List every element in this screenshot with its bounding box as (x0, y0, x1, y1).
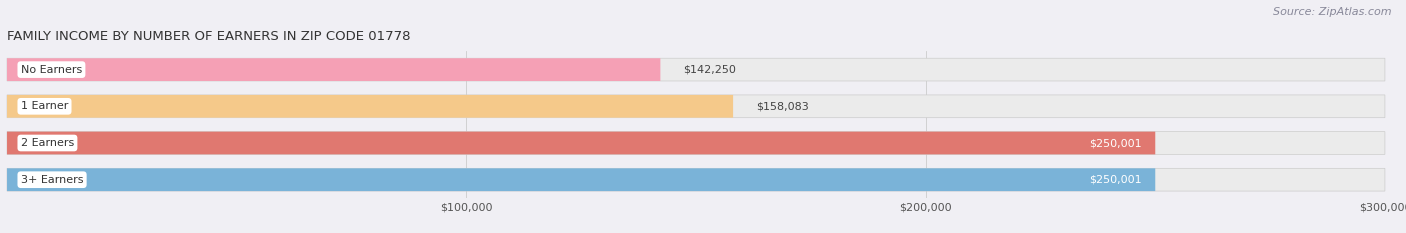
FancyBboxPatch shape (7, 95, 1385, 118)
Text: 2 Earners: 2 Earners (21, 138, 75, 148)
Text: $142,250: $142,250 (683, 65, 737, 75)
Text: No Earners: No Earners (21, 65, 82, 75)
Text: Source: ZipAtlas.com: Source: ZipAtlas.com (1274, 7, 1392, 17)
FancyBboxPatch shape (7, 168, 1385, 191)
FancyBboxPatch shape (7, 168, 1156, 191)
Text: 1 Earner: 1 Earner (21, 101, 67, 111)
Text: 3+ Earners: 3+ Earners (21, 175, 83, 185)
Text: $250,001: $250,001 (1088, 175, 1142, 185)
FancyBboxPatch shape (7, 132, 1385, 154)
Text: FAMILY INCOME BY NUMBER OF EARNERS IN ZIP CODE 01778: FAMILY INCOME BY NUMBER OF EARNERS IN ZI… (7, 30, 411, 43)
FancyBboxPatch shape (7, 58, 661, 81)
Text: $250,001: $250,001 (1088, 138, 1142, 148)
FancyBboxPatch shape (7, 58, 1385, 81)
FancyBboxPatch shape (7, 132, 1156, 154)
Text: $158,083: $158,083 (756, 101, 808, 111)
FancyBboxPatch shape (7, 95, 733, 118)
